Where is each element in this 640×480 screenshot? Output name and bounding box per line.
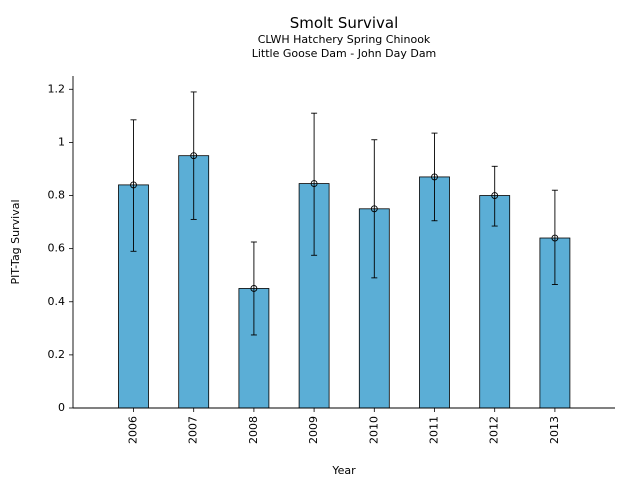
y-axis-label: PIT-Tag Survival (9, 199, 22, 284)
y-tick-label-0: 0 (58, 401, 65, 414)
x-tick-label-2008: 2008 (247, 416, 260, 444)
point-marker-2007 (190, 152, 198, 160)
point-marker-2011 (431, 173, 438, 181)
bar-2012 (479, 195, 511, 409)
point-marker-2008 (250, 285, 258, 292)
point-marker-2006 (130, 181, 137, 189)
chart-title: Smolt Survival (290, 14, 399, 32)
x-tick-label-2012: 2012 (488, 416, 501, 444)
chart-subtitle-line-2: Little Goose Dam - John Day Dam (252, 47, 437, 60)
y-tick-label-4: 0.8 (48, 189, 66, 202)
x-axis-label: Year (331, 464, 356, 477)
plot-area: 2006 2007 2008 2009 2010 2011 2012 2013 0 0.2 0.4 0… (48, 76, 615, 444)
y-tick-label-5: 1 (58, 135, 65, 148)
y-tick-label-3: 0.6 (48, 242, 66, 255)
x-tick-label-2006: 2006 (127, 416, 140, 444)
chart-subtitle-line-1: CLWH Hatchery Spring Chinook (258, 33, 431, 46)
x-tick-label-2009: 2009 (307, 416, 320, 444)
x-tick-label-2011: 2011 (428, 416, 441, 444)
y-tick-label-6: 1.2 (48, 82, 66, 95)
x-tick-label-2010: 2010 (367, 416, 380, 444)
point-marker-2009 (310, 180, 318, 188)
point-marker-2010 (370, 205, 378, 213)
point-marker-2012 (491, 192, 499, 199)
y-tick-label-2: 0.4 (48, 295, 66, 308)
y-tick-label-1: 0.2 (48, 348, 66, 361)
point-marker-2013 (551, 234, 559, 242)
x-tick-label-2007: 2007 (187, 416, 200, 444)
x-tick-label-2013: 2013 (548, 416, 561, 444)
